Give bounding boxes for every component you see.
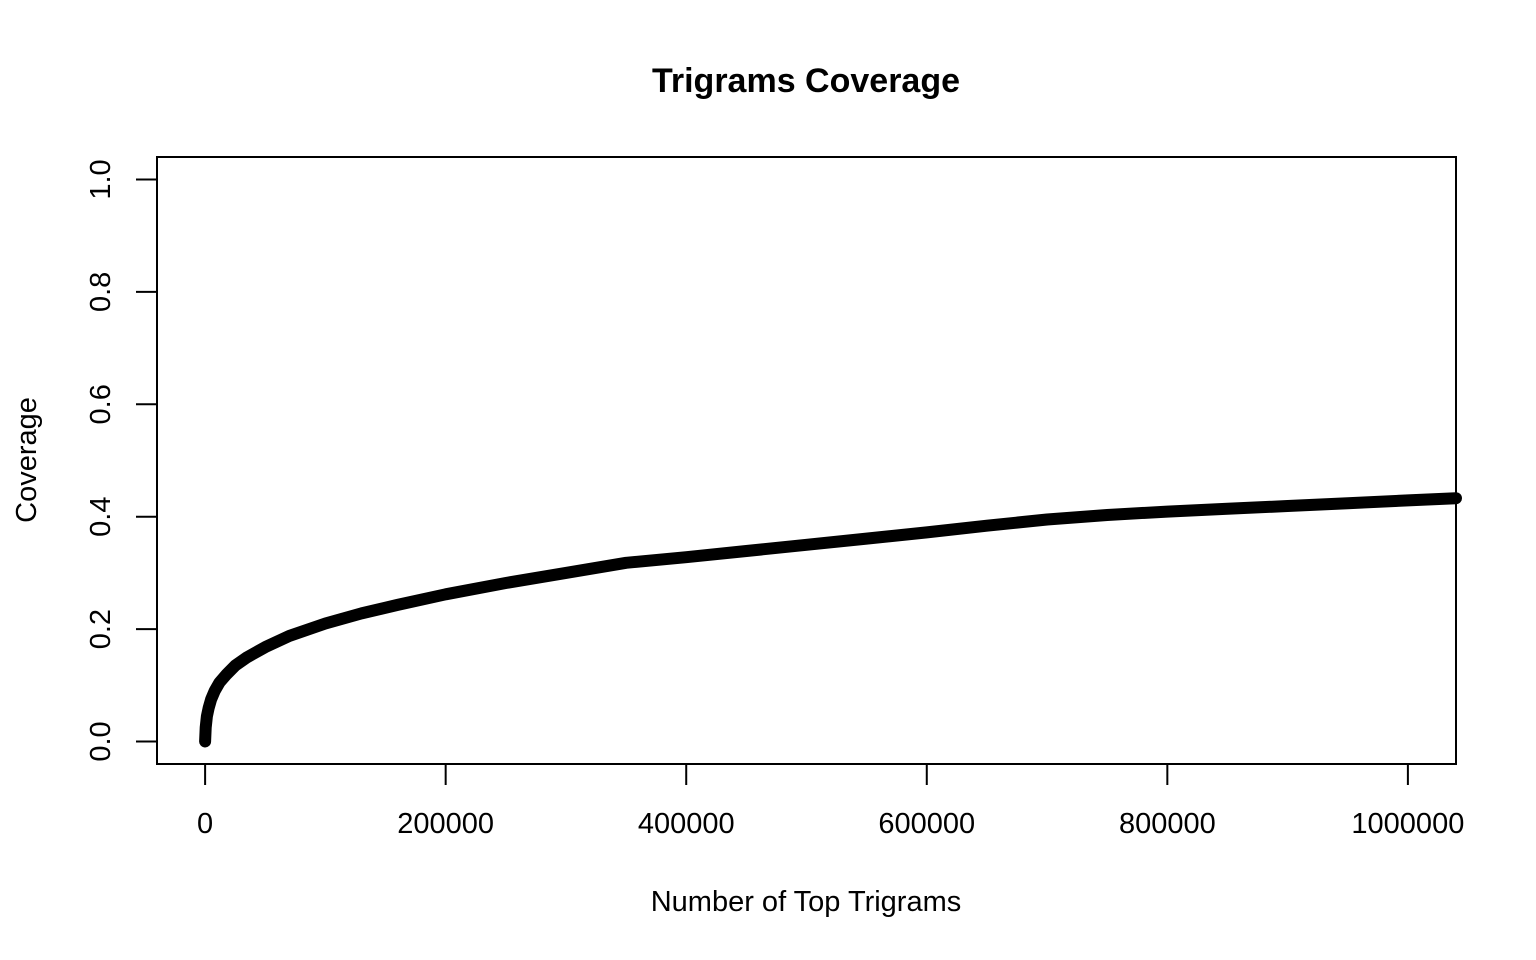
y-tick-label: 1.0	[85, 159, 117, 199]
x-tick-label: 1000000	[1351, 808, 1464, 840]
x-tick-label: 0	[197, 808, 213, 840]
x-axis: 0 200000 400000 600000 800000 1000000	[197, 763, 1464, 840]
series-group	[199, 492, 1462, 748]
plot-frame	[156, 156, 1457, 765]
x-axis-label: Number of Top Trigrams	[651, 886, 962, 918]
y-axis-label: Coverage	[11, 397, 43, 523]
y-tick-label: 0.0	[85, 721, 117, 761]
y-tick-label: 0.6	[85, 384, 117, 424]
chart-title: Trigrams Coverage	[652, 62, 960, 100]
x-tick-label: 600000	[878, 808, 975, 840]
x-tick-label: 400000	[638, 808, 735, 840]
y-tick-label: 0.8	[85, 272, 117, 312]
y-tick-label: 0.4	[85, 497, 117, 537]
x-tick-label: 200000	[397, 808, 494, 840]
x-tick-label: 800000	[1119, 808, 1216, 840]
y-axis: 0.0 0.2 0.4 0.6 0.8 1.0	[85, 159, 158, 762]
y-tick-label: 0.2	[85, 609, 117, 649]
series-line-0	[199, 492, 1462, 748]
